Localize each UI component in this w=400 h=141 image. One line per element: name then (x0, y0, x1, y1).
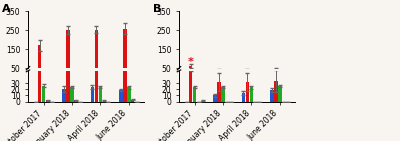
Bar (201, 101, 204, 102)
Bar (193, 87, 196, 102)
Bar (119, 74, 122, 78)
Bar (270, 90, 274, 102)
Text: B: B (153, 5, 162, 14)
Bar (99, 87, 102, 102)
Bar (189, 66, 192, 78)
Bar (46, 100, 49, 102)
Bar (38, 45, 41, 78)
Bar (221, 73, 225, 78)
Bar (62, 89, 66, 102)
Bar (274, 81, 278, 102)
Bar (270, 74, 274, 78)
Bar (127, 73, 130, 78)
Bar (123, 0, 126, 102)
Bar (38, 0, 41, 102)
Bar (278, 73, 282, 78)
Text: *: * (188, 57, 194, 67)
Bar (123, 29, 126, 78)
Bar (95, 30, 98, 78)
Bar (221, 87, 225, 102)
Bar (242, 75, 245, 78)
Bar (70, 73, 74, 78)
Bar (246, 72, 249, 78)
Bar (42, 73, 45, 78)
Bar (193, 73, 196, 78)
Bar (189, 65, 192, 102)
Bar (66, 30, 70, 78)
Bar (74, 100, 78, 102)
Bar (119, 90, 122, 102)
Bar (103, 77, 106, 78)
Bar (70, 87, 74, 102)
Bar (127, 87, 130, 102)
Bar (213, 76, 217, 78)
Bar (250, 87, 253, 102)
Bar (99, 73, 102, 78)
Bar (66, 0, 70, 102)
Text: A: A (2, 5, 11, 14)
Bar (246, 82, 249, 102)
Bar (213, 95, 217, 102)
Bar (103, 100, 106, 102)
Legend: % weight loss, Total DNA, FungiQuant, H. fraxineus DNA, H. albidus DNA: % weight loss, Total DNA, FungiQuant, H.… (327, 32, 400, 81)
Bar (201, 77, 204, 78)
Bar (46, 77, 49, 78)
Bar (91, 73, 94, 78)
Bar (242, 93, 245, 102)
Bar (274, 71, 278, 78)
Bar (91, 87, 94, 102)
Bar (278, 86, 282, 102)
Bar (62, 74, 66, 78)
Bar (74, 77, 78, 78)
Bar (250, 73, 253, 78)
Bar (131, 77, 134, 78)
Bar (95, 0, 98, 102)
Bar (42, 86, 45, 102)
Bar (217, 72, 221, 78)
Bar (131, 100, 134, 102)
Bar (217, 82, 221, 102)
